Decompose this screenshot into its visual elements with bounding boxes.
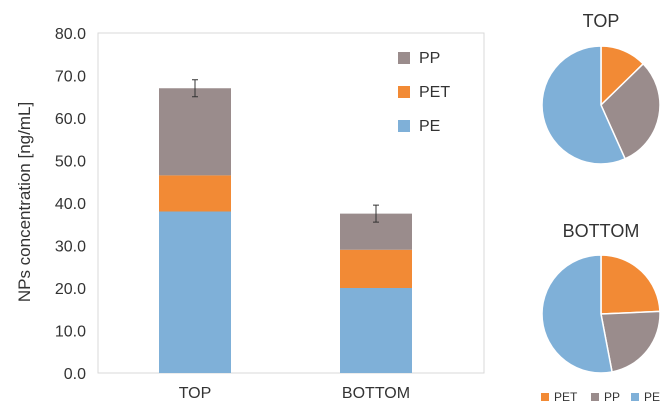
legend-label-pet: PET bbox=[419, 84, 450, 101]
stacked-bar-chart: 0.0 10.0 20.0 30.0 40.0 50.0 60.0 70.0 80.0 TOP B… bbox=[15, 26, 485, 402]
pie-chart-top: TOP bbox=[541, 11, 661, 165]
y-tick-label: 70.0 bbox=[55, 69, 86, 86]
y-tick-label: 60.0 bbox=[55, 111, 86, 128]
legend-label-pp: PP bbox=[419, 50, 440, 67]
y-tick-label: 20.0 bbox=[55, 281, 86, 298]
y-tick-label: 50.0 bbox=[55, 154, 86, 171]
pie-slice-pe bbox=[541, 45, 627, 165]
pie-legend: PET PP PE bbox=[541, 390, 660, 404]
pie-legend-label-pp: PP bbox=[604, 390, 620, 404]
legend-swatch-pp bbox=[398, 52, 410, 64]
y-axis-label: NPs concentration [ng/mL] bbox=[15, 102, 34, 302]
plot-area-frame bbox=[97, 32, 485, 374]
pie-legend-swatch-pet bbox=[541, 393, 549, 401]
pie-legend-swatch-pe bbox=[631, 393, 639, 401]
pie-legend-label-pet: PET bbox=[554, 390, 578, 404]
y-tick-label: 10.0 bbox=[55, 324, 86, 341]
pie-slice-pp bbox=[600, 310, 661, 373]
pie-slice-pet bbox=[600, 254, 661, 315]
bar-segment-pe-bottom bbox=[340, 288, 412, 373]
pie-chart-bottom: BOTTOM bbox=[541, 221, 661, 374]
x-tick-label: TOP bbox=[179, 385, 212, 402]
y-tick-label: 40.0 bbox=[55, 196, 86, 213]
bar-segment-pe-top bbox=[159, 211, 231, 373]
legend-label-pe: PE bbox=[419, 118, 440, 135]
y-tick-label: 30.0 bbox=[55, 239, 86, 256]
pie-title-top: TOP bbox=[583, 11, 620, 31]
legend-swatch-pet bbox=[398, 86, 410, 98]
y-tick-label: 80.0 bbox=[55, 26, 86, 43]
y-tick-label: 0.0 bbox=[64, 366, 86, 383]
pie-slice-pp bbox=[600, 62, 661, 160]
x-tick-label: BOTTOM bbox=[342, 385, 410, 402]
pie-legend-label-pe: PE bbox=[644, 390, 660, 404]
bar-segment-pet-bottom bbox=[340, 249, 412, 288]
bar-segment-pp-top bbox=[159, 88, 231, 176]
bar-segment-pet-top bbox=[159, 175, 231, 212]
pie-title-bottom: BOTTOM bbox=[563, 221, 640, 241]
pie-slice-pe bbox=[541, 254, 613, 374]
pie-legend-swatch-pp bbox=[591, 393, 599, 401]
legend-swatch-pe bbox=[398, 120, 410, 132]
